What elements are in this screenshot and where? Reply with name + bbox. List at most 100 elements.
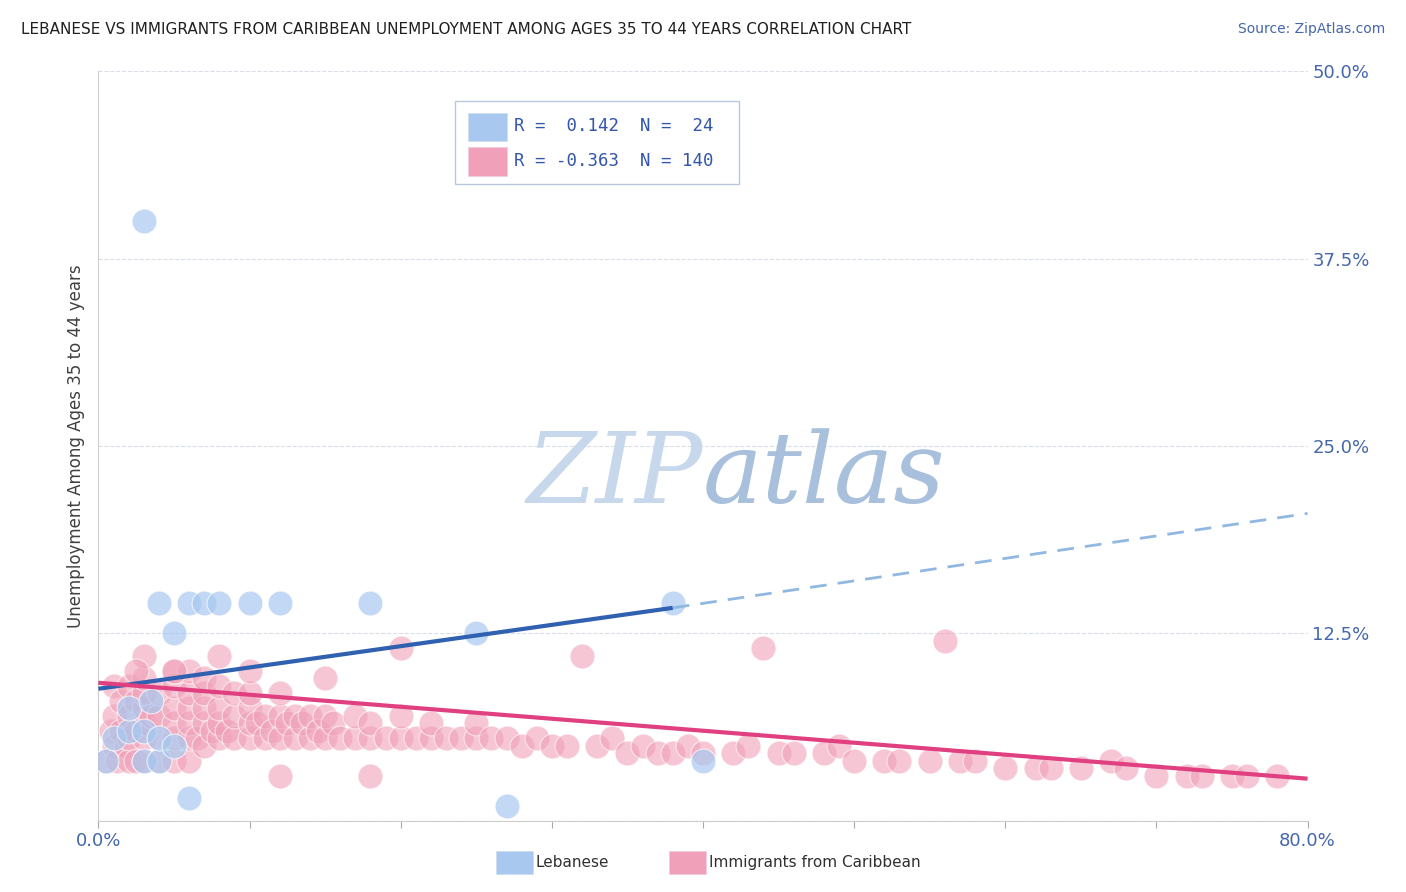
Text: LEBANESE VS IMMIGRANTS FROM CARIBBEAN UNEMPLOYMENT AMONG AGES 35 TO 44 YEARS COR: LEBANESE VS IMMIGRANTS FROM CARIBBEAN UN…	[21, 22, 911, 37]
Point	[616, 746, 638, 760]
Point	[389, 731, 412, 746]
Point	[163, 754, 186, 768]
Point	[193, 701, 215, 715]
Point	[889, 754, 911, 768]
Point	[239, 701, 262, 715]
Point	[602, 731, 624, 746]
Point	[208, 596, 231, 610]
Point	[208, 679, 231, 693]
Point	[1191, 769, 1213, 783]
Point	[465, 731, 488, 746]
Point	[125, 754, 148, 768]
Point	[262, 723, 284, 738]
Point	[105, 754, 128, 768]
Point	[1236, 769, 1258, 783]
Point	[224, 708, 246, 723]
Point	[276, 716, 298, 731]
Point	[94, 754, 117, 768]
Point	[163, 679, 186, 693]
Point	[163, 701, 186, 715]
Point	[434, 731, 457, 746]
Point	[239, 664, 262, 678]
Point	[586, 739, 609, 753]
Point	[299, 731, 322, 746]
FancyBboxPatch shape	[456, 102, 740, 184]
Point	[269, 708, 291, 723]
Point	[118, 701, 141, 715]
Point	[163, 626, 186, 640]
Point	[239, 686, 262, 700]
Point	[692, 746, 714, 760]
Point	[125, 694, 148, 708]
FancyBboxPatch shape	[468, 112, 508, 141]
Point	[1220, 769, 1243, 783]
Point	[148, 686, 170, 700]
Point	[314, 731, 336, 746]
Point	[1024, 761, 1046, 775]
Point	[723, 746, 745, 760]
Point	[208, 701, 231, 715]
Point	[201, 723, 224, 738]
Point	[132, 671, 155, 685]
Point	[103, 731, 125, 746]
Point	[103, 679, 125, 693]
Point	[193, 671, 215, 685]
Point	[1144, 769, 1167, 783]
Text: atlas: atlas	[703, 428, 946, 524]
Point	[148, 596, 170, 610]
Point	[307, 723, 329, 738]
Point	[269, 769, 291, 783]
Point	[647, 746, 669, 760]
Point	[224, 686, 246, 700]
Point	[94, 754, 117, 768]
Point	[676, 739, 699, 753]
Point	[768, 746, 790, 760]
Point	[125, 723, 148, 738]
Point	[360, 731, 382, 746]
Point	[193, 716, 215, 731]
Point	[1070, 761, 1092, 775]
Point	[163, 731, 186, 746]
Point	[163, 716, 186, 731]
Point	[994, 761, 1017, 775]
Point	[737, 739, 759, 753]
Point	[1099, 754, 1122, 768]
Point	[540, 739, 562, 753]
Point	[284, 731, 307, 746]
Point	[163, 664, 186, 678]
Point	[344, 731, 367, 746]
Point	[132, 214, 155, 228]
Point	[389, 708, 412, 723]
Point	[813, 746, 835, 760]
Point	[965, 754, 987, 768]
Point	[179, 664, 201, 678]
Point	[934, 633, 956, 648]
Point	[118, 679, 141, 693]
Point	[360, 596, 382, 610]
Point	[148, 731, 170, 746]
Point	[329, 731, 352, 746]
Point	[949, 754, 972, 768]
Point	[1175, 769, 1198, 783]
Point	[179, 686, 201, 700]
Point	[873, 754, 896, 768]
Point	[179, 791, 201, 805]
Point	[314, 708, 336, 723]
Point	[125, 664, 148, 678]
Point	[405, 731, 427, 746]
Point	[100, 723, 122, 738]
Point	[215, 723, 238, 738]
Text: R =  0.142  N =  24: R = 0.142 N = 24	[515, 117, 714, 135]
Point	[118, 708, 141, 723]
Point	[918, 754, 941, 768]
Point	[132, 701, 155, 715]
Point	[783, 746, 806, 760]
Point	[110, 694, 132, 708]
Point	[132, 648, 155, 663]
Point	[186, 731, 208, 746]
Point	[246, 716, 269, 731]
Point	[420, 716, 443, 731]
Point	[360, 716, 382, 731]
Text: ZIP: ZIP	[527, 428, 703, 524]
Point	[179, 754, 201, 768]
